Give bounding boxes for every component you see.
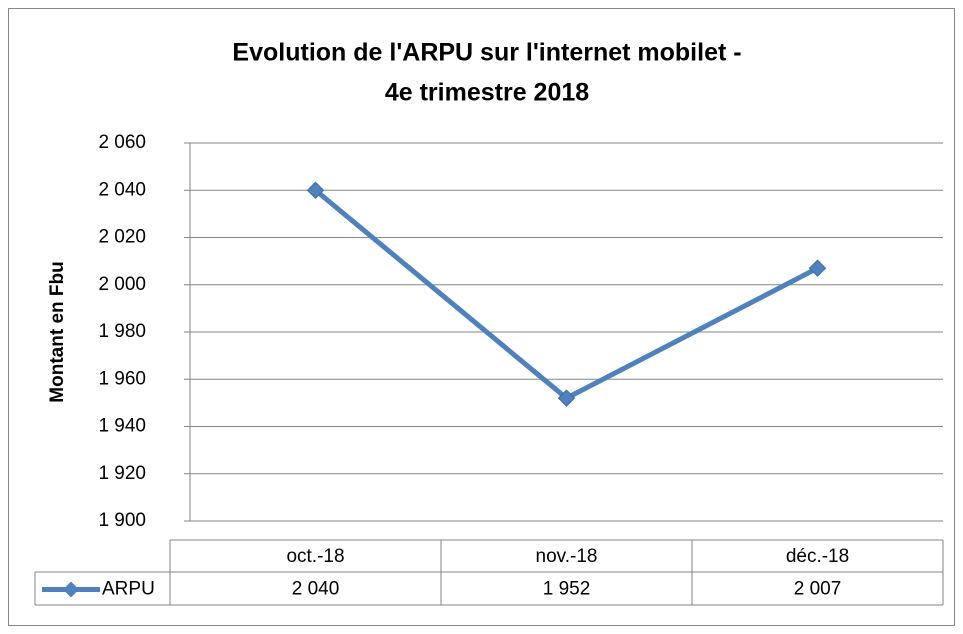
legend-marker xyxy=(63,581,79,598)
chart-title: 4e trimestre 2018 xyxy=(385,79,589,107)
y-tick-label: 1 900 xyxy=(98,510,146,531)
marker xyxy=(557,389,576,407)
y-axis-label: Montant en Fbu xyxy=(47,261,68,402)
y-tick-label: 1 960 xyxy=(98,368,146,389)
marker xyxy=(306,181,325,199)
y-tick-label: 2 040 xyxy=(98,179,146,200)
y-tick-label: 1 940 xyxy=(98,416,146,437)
x-tick-label: déc.-18 xyxy=(786,546,849,567)
chart-border xyxy=(8,8,955,626)
y-tick-label: 2 000 xyxy=(98,274,146,295)
y-tick-label: 2 020 xyxy=(98,227,146,248)
x-tick-label: nov.-18 xyxy=(536,546,598,567)
chart-title: Evolution de l'ARPU sur l'internet mobil… xyxy=(232,39,741,67)
y-tick-label: 1 980 xyxy=(98,321,146,342)
x-tick-label: oct.-18 xyxy=(286,546,344,567)
table-value: 1 952 xyxy=(543,579,591,600)
y-tick-label: 2 060 xyxy=(98,132,146,153)
table-value: 2 007 xyxy=(794,579,842,600)
table-value: 2 040 xyxy=(292,579,340,600)
legend-label: ARPU xyxy=(102,579,155,600)
marker xyxy=(808,259,827,277)
y-tick-label: 1 920 xyxy=(98,463,146,484)
